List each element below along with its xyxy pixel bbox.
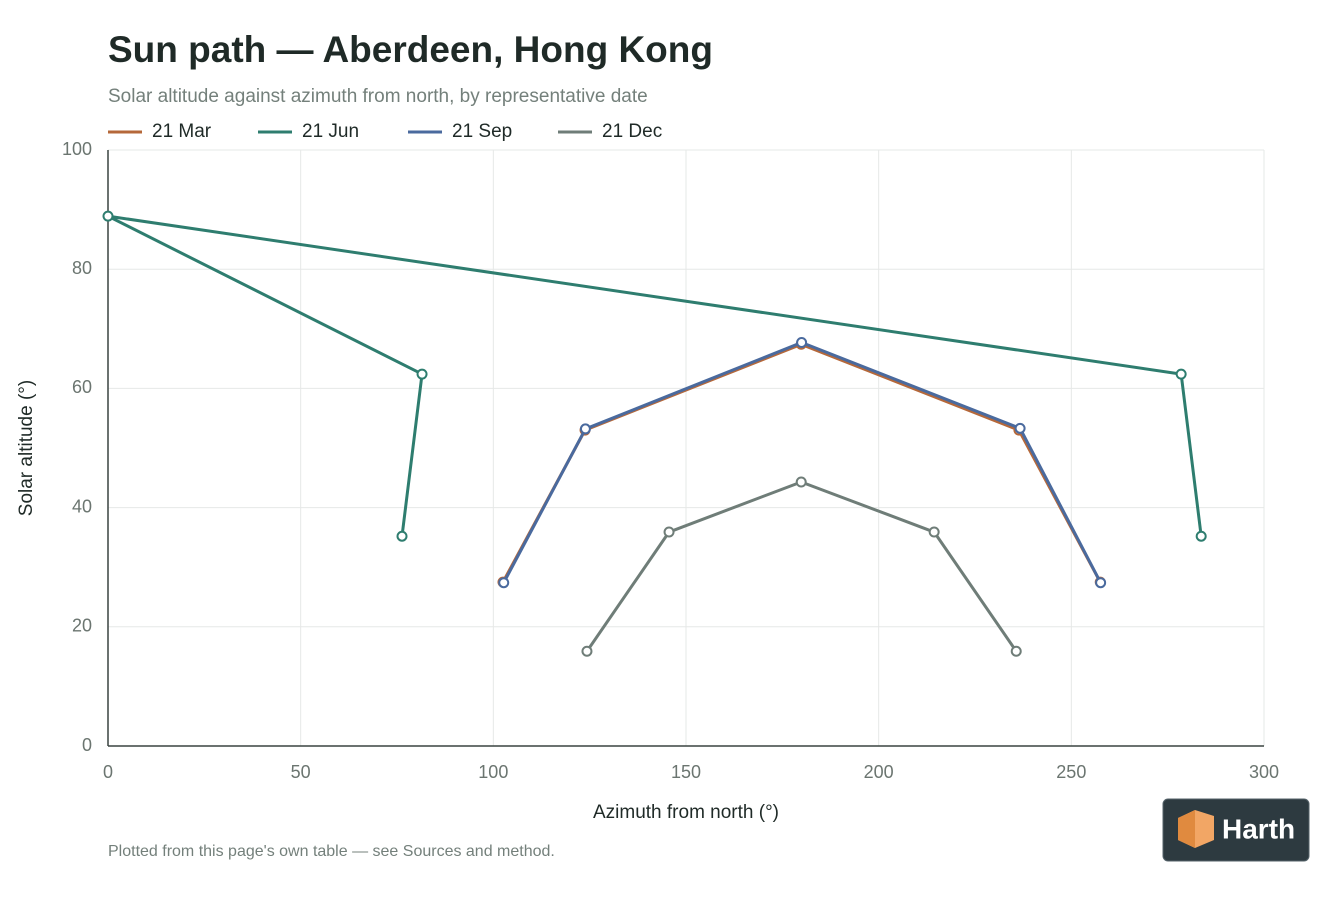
y-tick-label: 40 bbox=[72, 496, 92, 516]
y-tick-label: 60 bbox=[72, 377, 92, 397]
data-point bbox=[1175, 368, 1187, 380]
brand-logo: Harth bbox=[1162, 798, 1310, 862]
x-tick-label: 100 bbox=[478, 762, 508, 782]
data-point bbox=[498, 577, 510, 589]
data-point bbox=[579, 423, 591, 435]
data-point bbox=[581, 645, 593, 657]
x-tick-label: 0 bbox=[103, 762, 113, 782]
legend-label: 21 Jun bbox=[302, 121, 359, 142]
y-axis-label: Solar altitude (°) bbox=[16, 380, 37, 516]
logo-text: Harth bbox=[1222, 813, 1295, 844]
x-axis-label: Azimuth from north (°) bbox=[593, 802, 779, 823]
data-point bbox=[1195, 530, 1207, 542]
y-tick-label: 20 bbox=[72, 616, 92, 636]
data-point bbox=[796, 337, 808, 349]
chart-subtitle: Solar altitude against azimuth from nort… bbox=[108, 86, 648, 107]
series-line bbox=[502, 341, 1102, 584]
footnote: Plotted from this page's own table — see… bbox=[108, 843, 555, 860]
x-tick-label: 150 bbox=[671, 762, 701, 782]
chart-title: Sun path — Aberdeen, Hong Kong bbox=[108, 29, 713, 70]
data-point bbox=[1095, 577, 1107, 589]
legend-label: 21 Sep bbox=[452, 121, 512, 142]
legend-label: 21 Mar bbox=[152, 121, 212, 142]
x-tick-label: 50 bbox=[291, 762, 311, 782]
data-point bbox=[663, 526, 675, 538]
data-point bbox=[795, 476, 807, 488]
data-point bbox=[1010, 645, 1022, 657]
data-point bbox=[396, 530, 408, 542]
series-line bbox=[501, 342, 1102, 583]
x-tick-label: 200 bbox=[864, 762, 894, 782]
logo-icon-side bbox=[1178, 810, 1195, 848]
data-point bbox=[416, 368, 428, 380]
x-tick-label: 300 bbox=[1249, 762, 1279, 782]
data-point bbox=[102, 210, 114, 222]
data-point bbox=[928, 526, 940, 538]
y-tick-label: 80 bbox=[72, 258, 92, 278]
series-line bbox=[106, 214, 1203, 537]
y-tick-label: 100 bbox=[62, 139, 92, 159]
y-tick-label: 0 bbox=[82, 735, 92, 755]
x-tick-label: 250 bbox=[1056, 762, 1086, 782]
legend-label: 21 Dec bbox=[602, 121, 662, 142]
data-point bbox=[1014, 422, 1026, 434]
